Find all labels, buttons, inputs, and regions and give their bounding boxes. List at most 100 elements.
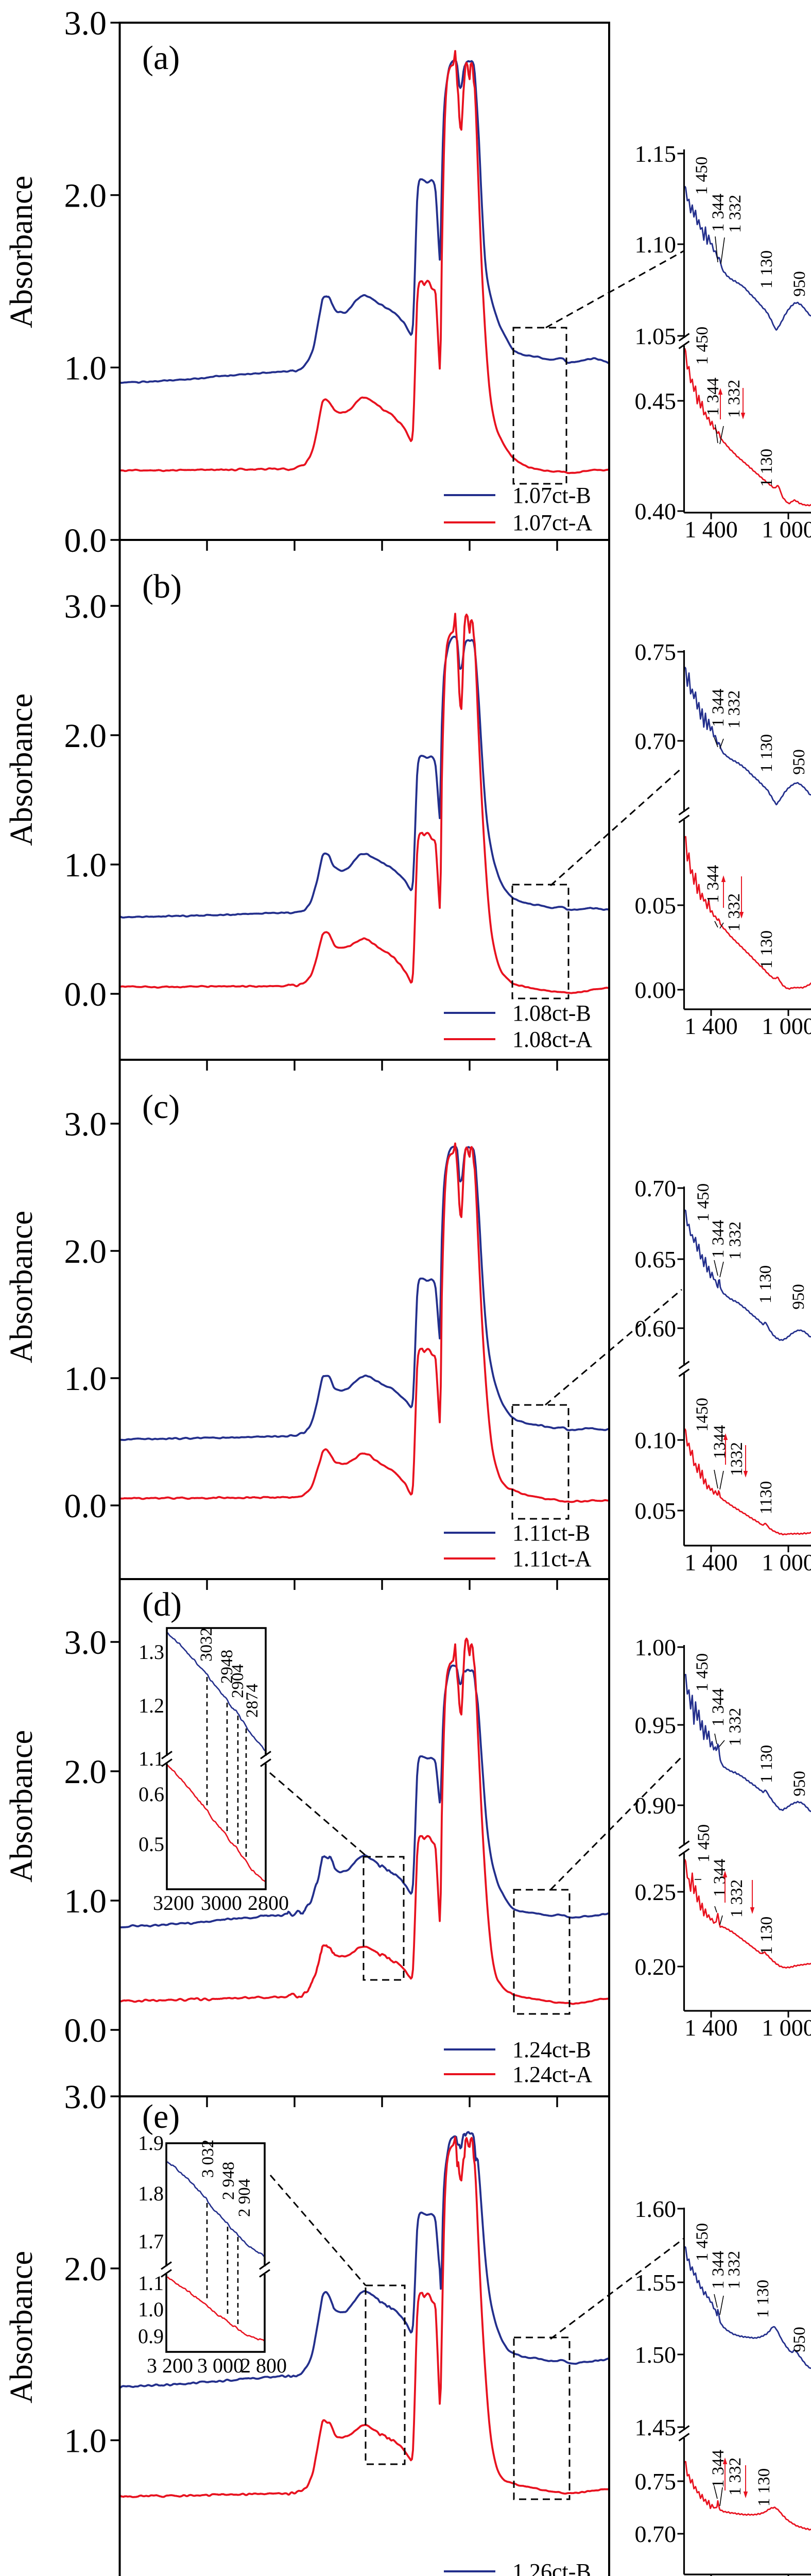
svg-text:1.8: 1.8 [138,2182,164,2205]
svg-text:1 344: 1 344 [709,1220,728,1258]
svg-text:1 130: 1 130 [757,1917,776,1955]
svg-text:0.45: 0.45 [635,388,677,414]
svg-text:1.07ct-A: 1.07ct-A [512,510,592,535]
svg-text:1.08ct-A: 1.08ct-A [512,1027,592,1052]
svg-text:0.60: 0.60 [635,1315,677,1342]
svg-text:0.75: 0.75 [635,639,677,665]
svg-text:1 000: 1 000 [762,1013,811,1039]
svg-text:1 344: 1 344 [704,865,722,903]
svg-text:0.05: 0.05 [635,1498,677,1524]
svg-text:1130: 1130 [757,1481,775,1515]
svg-text:1.05: 1.05 [635,323,677,349]
svg-text:2948: 2948 [218,1650,236,1684]
svg-text:1.0: 1.0 [64,1360,107,1398]
svg-text:1 344: 1 344 [709,1688,728,1726]
svg-text:2 800: 2 800 [240,2354,287,2377]
svg-text:1.2: 1.2 [139,1694,164,1717]
svg-text:1344: 1344 [711,1425,729,1459]
svg-text:1 344: 1 344 [709,194,728,232]
svg-text:2904: 2904 [229,1664,247,1698]
svg-text:1.1: 1.1 [139,1747,164,1770]
svg-text:1 130: 1 130 [755,2468,773,2506]
svg-text:0.70: 0.70 [635,728,677,754]
svg-text:3.0: 3.0 [64,1106,107,1143]
svg-text:1.10: 1.10 [635,231,677,258]
svg-text:1 332: 1 332 [725,2251,744,2289]
svg-text:2800: 2800 [248,1891,289,1914]
svg-text:0.20: 0.20 [635,1954,677,1980]
svg-text:0.65: 0.65 [635,1246,677,1273]
svg-text:3 000: 3 000 [197,2354,244,2377]
svg-text:2.0: 2.0 [64,1233,107,1270]
svg-text:1.0: 1.0 [64,2422,107,2460]
svg-text:1.24ct-B: 1.24ct-B [512,2037,591,2062]
svg-text:0.90: 0.90 [635,1792,677,1819]
svg-text:1 332: 1 332 [728,1879,746,1918]
svg-text:1 130: 1 130 [757,250,776,289]
svg-text:1 450: 1 450 [693,1653,712,1691]
svg-text:0.5: 0.5 [139,1833,164,1856]
svg-text:1.08ct-B: 1.08ct-B [512,1001,591,1026]
svg-text:1 400: 1 400 [684,1013,738,1039]
svg-text:0.75: 0.75 [635,2468,677,2495]
svg-text:1.9: 1.9 [138,2131,164,2155]
svg-text:Absorbance: Absorbance [4,1730,39,1883]
svg-text:3032: 3032 [197,1628,216,1662]
svg-text:950: 950 [790,2327,809,2352]
svg-text:0.10: 0.10 [635,1427,677,1453]
svg-text:1 450: 1 450 [693,2223,712,2261]
svg-text:1 332: 1 332 [726,1222,745,1260]
svg-text:0.0: 0.0 [64,2012,107,2049]
svg-text:1 450: 1 450 [693,327,712,365]
svg-text:0.70: 0.70 [635,2521,677,2547]
svg-text:1.26ct-B: 1.26ct-B [512,2559,591,2576]
svg-text:1 332: 1 332 [726,195,745,233]
svg-text:0.95: 0.95 [635,1712,677,1738]
svg-text:1.7: 1.7 [138,2230,164,2253]
svg-text:1.0: 1.0 [64,846,107,884]
svg-text:0.00: 0.00 [635,977,677,1003]
svg-text:2.0: 2.0 [64,2250,107,2288]
svg-text:0.0: 0.0 [64,976,107,1013]
svg-text:1 130: 1 130 [757,734,776,772]
svg-text:3.0: 3.0 [64,588,107,625]
svg-text:1 332: 1 332 [725,380,744,418]
svg-text:3200: 3200 [153,1891,194,1914]
svg-text:1 000: 1 000 [762,1549,811,1575]
svg-text:(a): (a) [142,39,180,77]
svg-text:3.0: 3.0 [64,1624,107,1662]
svg-text:2 948: 2 948 [219,2162,238,2200]
svg-text:1 400: 1 400 [684,516,738,543]
svg-text:1 344: 1 344 [709,2251,728,2289]
svg-text:1.15: 1.15 [635,141,677,167]
svg-text:950: 950 [790,749,808,775]
svg-text:3 032: 3 032 [199,2140,217,2178]
svg-text:1 400: 1 400 [684,2014,738,2041]
svg-text:1 332: 1 332 [726,2458,745,2496]
svg-text:950: 950 [789,1284,808,1310]
svg-text:0.70: 0.70 [635,1175,677,1201]
svg-text:1.1: 1.1 [138,2272,164,2295]
svg-text:0.0: 0.0 [64,1487,107,1525]
svg-text:2.0: 2.0 [64,717,107,755]
svg-text:1.24ct-A: 1.24ct-A [512,2062,592,2087]
svg-text:1.45: 1.45 [635,2414,677,2441]
svg-text:0.25: 0.25 [635,1879,677,1905]
svg-text:1 130: 1 130 [756,1265,775,1303]
svg-text:1 450: 1 450 [694,1183,713,1222]
svg-text:1.0: 1.0 [64,1883,107,1920]
svg-text:3 200: 3 200 [147,2354,193,2377]
svg-text:(b): (b) [142,568,182,605]
svg-text:2874: 2874 [243,1684,262,1718]
svg-text:1.11ct-A: 1.11ct-A [512,1546,592,1571]
svg-text:1 450: 1 450 [695,1824,713,1862]
svg-text:1 000: 1 000 [762,516,811,543]
svg-text:3.0: 3.0 [64,5,107,42]
svg-text:2 904: 2 904 [235,2179,254,2217]
svg-text:1.11ct-B: 1.11ct-B [512,1520,590,1546]
svg-text:1332: 1332 [728,1442,746,1476]
svg-text:0.9: 0.9 [138,2325,164,2348]
svg-text:1.0: 1.0 [64,349,107,387]
svg-text:(c): (c) [142,1088,180,1126]
svg-text:Absorbance: Absorbance [4,2251,39,2403]
